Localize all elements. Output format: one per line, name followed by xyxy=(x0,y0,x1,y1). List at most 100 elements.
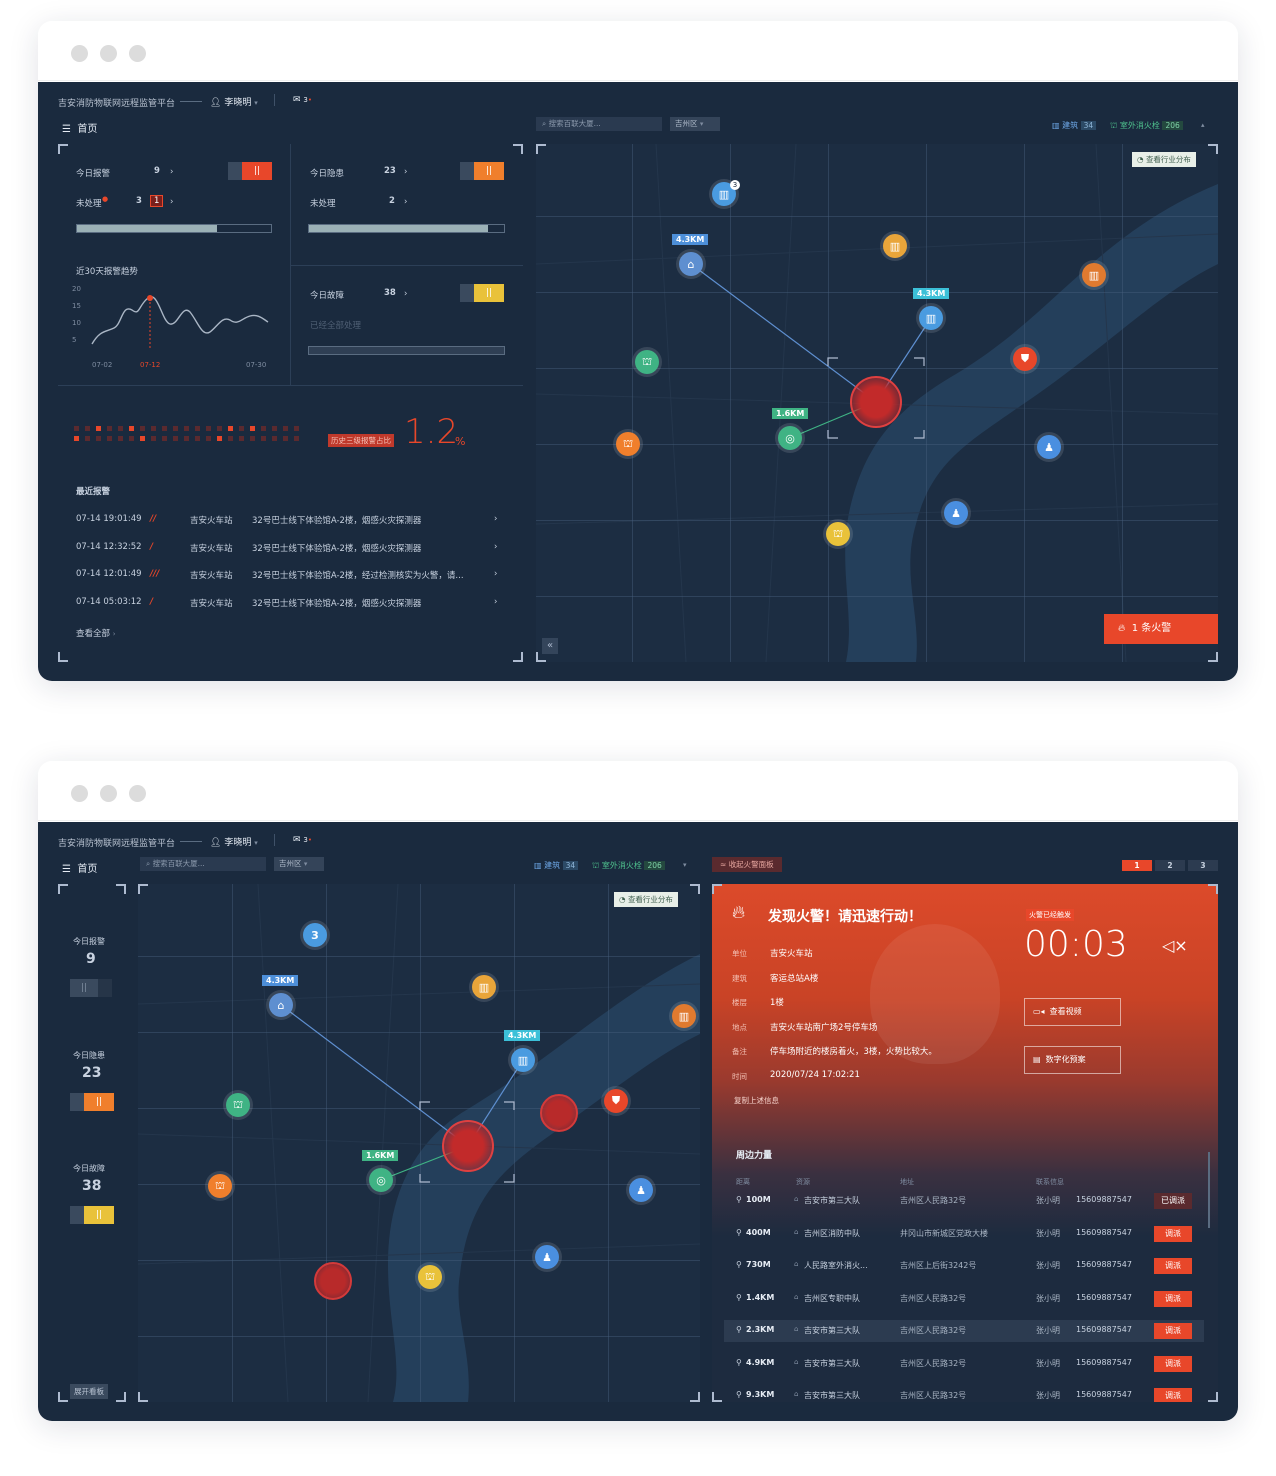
nearby-resource-row[interactable]: ⚲ 9.3KM ⌂ 吉安市第三大队 吉州区人民路32号 张小明 15609887547 调派 xyxy=(724,1385,1204,1402)
mute-icon[interactable]: ◁× xyxy=(1162,936,1188,955)
fire-alert-button[interactable]: 🔥︎ 1 条火警 › xyxy=(1104,614,1218,644)
map-view[interactable]: 4.3KM 4.3KM 1.6KM ▥ 3 ⌂ ▥ ▥ ▥ ⛫ ⛊ ◎ ⛫ ♟ … xyxy=(536,144,1218,662)
user-menu[interactable]: 👤︎ 李晓明 ▾ xyxy=(210,95,258,108)
personnel-marker[interactable]: ♟ xyxy=(1037,435,1061,459)
fire-location-marker[interactable] xyxy=(442,1120,494,1172)
window-dot[interactable] xyxy=(100,785,117,802)
chevron-right-icon[interactable]: › xyxy=(404,167,408,177)
fire-tab[interactable]: 2 xyxy=(1155,860,1185,871)
recent-alarm-row[interactable]: 07-14 12:01:49 /// 吉安火车站 32号巴士线下体验馆A-2楼，经过检… xyxy=(58,569,523,585)
fire-station-marker[interactable]: ⌂ xyxy=(679,252,703,276)
chevron-right-icon[interactable]: › xyxy=(170,197,174,207)
personnel-marker[interactable]: ♟ xyxy=(944,501,968,525)
dispatch-button[interactable]: 调派 xyxy=(1154,1388,1192,1402)
dispatch-button[interactable]: 调派 xyxy=(1154,1323,1192,1339)
fault-switch[interactable]: || xyxy=(460,284,504,302)
building-marker[interactable]: ▥ xyxy=(919,306,943,330)
recent-alarm-row[interactable]: 07-14 12:32:52 / 吉安火车站 32号巴士线下体验馆A-2楼，烟感火灾探… xyxy=(58,542,523,558)
search-input[interactable]: ⌕ 搜索百联大厦... xyxy=(536,117,662,131)
user-menu[interactable]: 👤︎ 李晓明 ▾ xyxy=(210,835,258,848)
hydrant-marker[interactable]: ◎ xyxy=(369,1168,393,1192)
layer-toggle-building[interactable]: ▥ 建筑 34 xyxy=(534,860,579,871)
mail-button[interactable]: ✉ 3• xyxy=(293,835,312,845)
trend-highlight-dot[interactable] xyxy=(147,295,153,301)
hydrant-marker[interactable]: ⛫ xyxy=(226,1093,250,1117)
building-marker[interactable]: ▥ xyxy=(511,1048,535,1072)
fire-location-marker[interactable] xyxy=(540,1094,578,1132)
collapse-left-button[interactable]: « xyxy=(542,638,558,654)
dispatch-button[interactable]: 调派 xyxy=(1154,1290,1192,1307)
collapse-fire-panel-button[interactable]: ≈ 收起火警面板 xyxy=(712,857,782,872)
chevron-right-icon[interactable]: › xyxy=(404,197,408,207)
building-marker[interactable]: ▥ xyxy=(472,975,496,999)
home-nav[interactable]: ☰ 首页 xyxy=(62,860,97,875)
expand-board-button[interactable]: 展开看板 xyxy=(70,1384,108,1399)
building-marker[interactable]: ▥ xyxy=(672,1004,696,1028)
chevron-right-icon[interactable]: › xyxy=(170,167,174,177)
dispatch-button[interactable]: 调派 xyxy=(1154,1355,1192,1372)
view-video-button[interactable]: ▭◂ 查看视频 xyxy=(1024,998,1121,1026)
fire-location-marker[interactable] xyxy=(850,376,902,428)
unhandled-value[interactable]: 3 xyxy=(136,196,142,206)
chevron-down-icon[interactable]: ▾ xyxy=(683,861,687,869)
district-select[interactable]: 吉州区 ▾ xyxy=(274,857,324,871)
hazard-unhandled-value[interactable]: 2 xyxy=(389,196,395,206)
fault-switch[interactable]: || xyxy=(70,1206,114,1224)
cluster-marker[interactable]: 3 xyxy=(303,923,327,947)
hydrant-marker[interactable]: ⛫ xyxy=(826,522,850,546)
window-dot[interactable] xyxy=(71,45,88,62)
window-dot[interactable] xyxy=(71,785,88,802)
fault-value[interactable]: 38 xyxy=(82,1178,102,1194)
industry-distribution-button[interactable]: ◔ 查看行业分布 xyxy=(614,892,678,907)
copy-info-link[interactable]: 复制上述信息 xyxy=(734,1096,779,1105)
nearby-resource-row[interactable]: ⚲ 400M ⌂ 吉州区消防中队 井冈山市新城区党政大楼 张小明 15609887547 调派 xyxy=(724,1223,1204,1245)
dispatch-button[interactable]: 调派 xyxy=(1154,1258,1192,1274)
hydrant-marker[interactable]: ⛫ xyxy=(418,1265,442,1289)
home-nav[interactable]: ☰ 首页 xyxy=(62,120,97,135)
nearby-resource-row[interactable]: ⚲ 730M ⌂ 人民路室外消火... 吉州区上后街3242号 张小明 1560988754… xyxy=(724,1255,1204,1277)
digital-plan-button[interactable]: ▤ 数字化预案 xyxy=(1024,1046,1121,1074)
alarm-switch[interactable]: || xyxy=(228,162,272,180)
alarm-switch[interactable]: || xyxy=(70,979,112,997)
hazard-value[interactable]: 23 xyxy=(82,1065,102,1081)
hydrant-marker[interactable]: ⛫ xyxy=(208,1174,232,1198)
nearby-resource-row[interactable]: ⚲ 4.9KM ⌂ 吉安市第三大队 吉州区人民路32号 张小明 15609887547 调派 xyxy=(724,1353,1204,1375)
recent-alarm-row[interactable]: 07-14 05:03:12 / 吉安火车站 32号巴士线下体验馆A-2楼，烟感火灾探… xyxy=(58,597,523,613)
window-dot[interactable] xyxy=(129,45,146,62)
dispatch-button[interactable]: 调派 xyxy=(1154,1225,1192,1242)
hydrant-marker[interactable]: ⛫ xyxy=(616,432,640,456)
hazard-switch[interactable]: || xyxy=(70,1093,114,1111)
industry-distribution-button[interactable]: ◔ 查看行业分布 xyxy=(1132,152,1196,167)
view-all-link[interactable]: 查看全部 › xyxy=(76,627,116,639)
hazard-switch[interactable]: || xyxy=(460,162,504,180)
nearby-resource-row[interactable]: ⚲ 1.4KM ⌂ 吉州区专职中队 吉州区人民路32号 张小明 15609887547 调派 xyxy=(724,1288,1204,1310)
fire-truck-marker[interactable]: ⛊ xyxy=(1013,347,1037,371)
layer-toggle-hydrant[interactable]: ⛫ 室外消火栓 206 xyxy=(592,860,665,871)
personnel-marker[interactable]: ♟ xyxy=(629,1178,653,1202)
hydrant-marker[interactable]: ⛫ xyxy=(635,350,659,374)
scrollbar[interactable] xyxy=(1208,1152,1210,1228)
nearby-resource-row[interactable]: ⚲ 2.3KM ⌂ 吉安市第三大队 吉州区人民路32号 张小明 15609887547 调派 xyxy=(724,1320,1204,1342)
hazard-value[interactable]: 23 xyxy=(384,166,396,176)
chevron-right-icon[interactable]: › xyxy=(404,289,408,299)
building-marker[interactable]: ▥ xyxy=(1082,263,1106,287)
recent-alarm-row[interactable]: 07-14 19:01:49 // 吉安火车站 32号巴士线下体验馆A-2楼，烟感火灾… xyxy=(58,514,523,530)
fire-location-marker[interactable] xyxy=(314,1262,352,1300)
building-marker[interactable]: ▥ xyxy=(883,234,907,258)
layer-toggle-building[interactable]: ▥ 建筑 34 xyxy=(1052,120,1097,131)
search-input[interactable]: ⌕ 搜索百联大厦... xyxy=(140,857,266,871)
layer-toggle-hydrant[interactable]: ⛫ 室外消火栓 206 xyxy=(1110,120,1183,131)
fire-tab[interactable]: 1 xyxy=(1122,860,1152,871)
fault-value[interactable]: 38 xyxy=(384,288,396,298)
district-select[interactable]: 吉州区 ▾ xyxy=(670,117,720,131)
fire-truck-marker[interactable]: ⛊ xyxy=(604,1089,628,1113)
mail-button[interactable]: ✉ 3• xyxy=(293,95,312,105)
fire-tab[interactable]: 3 xyxy=(1188,860,1218,871)
alarm-value[interactable]: 9 xyxy=(86,951,96,967)
fire-station-marker[interactable]: ⌂ xyxy=(269,993,293,1017)
nearby-resource-row[interactable]: ⚲ 100M ⌂ 吉安市第三大队 吉州区人民路32号 张小明 15609887547 已调派 xyxy=(724,1190,1204,1212)
map-view[interactable]: 4.3KM 4.3KM 1.6KM 3 ⌂ ▥ ▥ ▥ ⛫ ⛊ ◎ ⛫ ♟ ♟ … xyxy=(138,884,700,1402)
personnel-marker[interactable]: ♟ xyxy=(535,1245,559,1269)
window-dot[interactable] xyxy=(100,45,117,62)
window-dot[interactable] xyxy=(129,785,146,802)
